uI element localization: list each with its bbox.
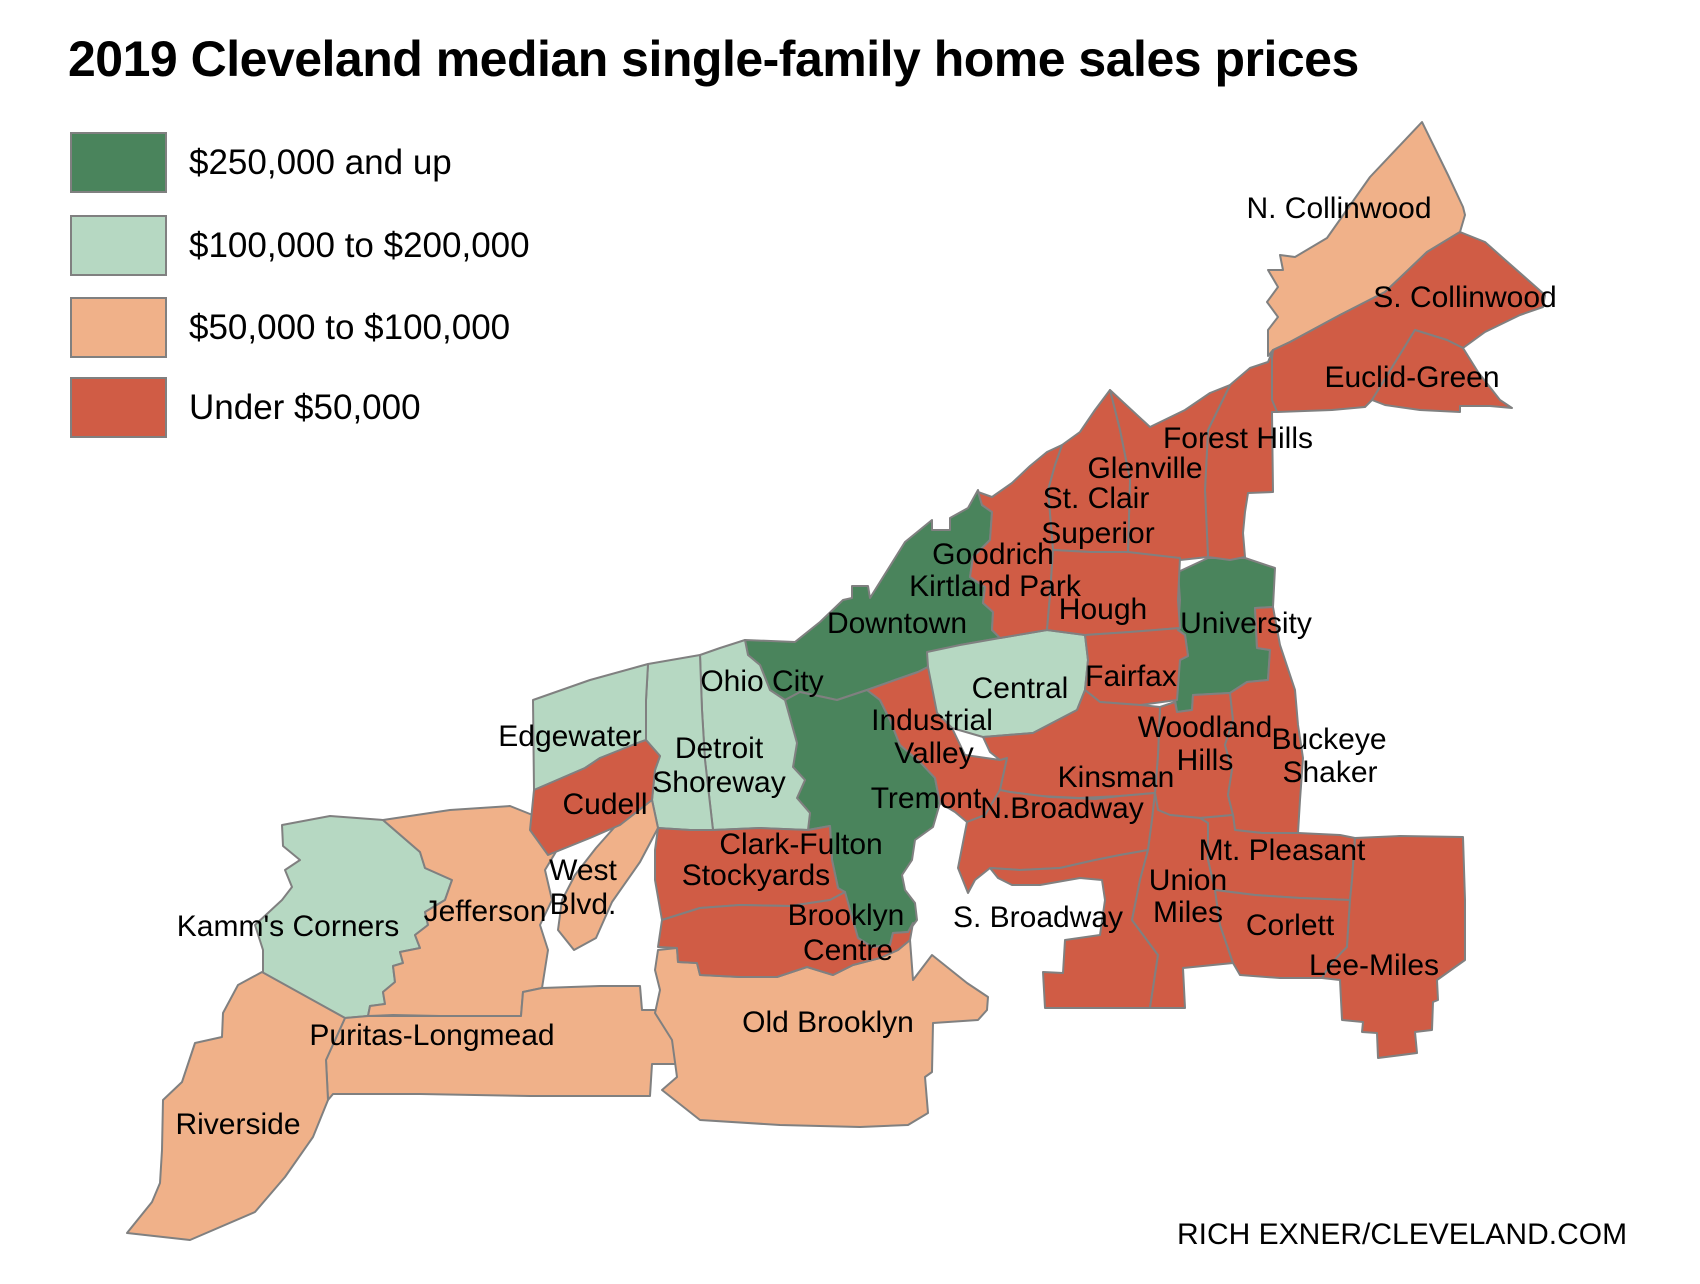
legend-row-100k-200k: $100,000 to $200,000 [70, 215, 530, 276]
region-label-brooklyn-centre: Brooklyn [788, 899, 905, 932]
region-label-woodland-hills: Woodland [1138, 711, 1273, 744]
region-s-broadway [989, 849, 1159, 1009]
region-label-goodrich-kirtland-park: Kirtland Park [909, 570, 1082, 603]
legend-row-under-50k: Under $50,000 [70, 377, 421, 438]
region-label-union-miles: Miles [1153, 896, 1223, 929]
region-label-st-clair-superior: St. Clair [1043, 482, 1150, 515]
region-label-brooklyn-centre: Centre [803, 934, 893, 967]
region-buckeye-shaker [1224, 606, 1304, 834]
region-label-buckeye-shaker: Shaker [1282, 756, 1377, 789]
region-label-buckeye-shaker: Buckeye [1271, 723, 1386, 756]
region-label-corlett: Corlett [1246, 909, 1335, 942]
page-title: 2019 Cleveland median single-family home… [68, 31, 1359, 87]
region-label-goodrich-kirtland-park: Goodrich [932, 538, 1054, 571]
region-label-forest-hills: Forest Hills [1163, 422, 1313, 455]
region-label-s-collinwood: S. Collinwood [1373, 281, 1556, 314]
region-goodrich-kirtland-park [969, 444, 1063, 639]
region-label-central: Central [972, 672, 1069, 705]
region-label-n-collinwood: N. Collinwood [1246, 192, 1431, 225]
legend-label: $50,000 to $100,000 [189, 307, 511, 347]
region-label-lee-miles: Lee-Miles [1309, 949, 1439, 982]
region-label-university: University [1180, 607, 1312, 640]
region-label-glenville: Glenville [1087, 452, 1202, 485]
region-n-collinwood [1266, 121, 1466, 357]
region-label-cudell: Cudell [562, 788, 647, 821]
region-brooklyn-centre [657, 891, 914, 978]
region-lee-miles [1321, 835, 1466, 1059]
legend-label: $100,000 to $200,000 [189, 225, 530, 265]
region-label-woodland-hills: Hills [1177, 744, 1234, 777]
region-label-detroit-shoreway: Shoreway [652, 766, 785, 799]
legend-swatch-50k-100k [70, 297, 167, 358]
region-label-industrial-valley: Valley [894, 737, 973, 770]
region-forest-hills [1204, 349, 1278, 561]
region-cudell [529, 739, 661, 856]
region-label-ohio-city: Ohio City [700, 665, 823, 698]
region-s-collinwood [1271, 231, 1546, 413]
region-label-detroit-shoreway: Detroit [675, 732, 764, 765]
legend-label: $250,000 and up [189, 142, 452, 182]
region-label-riverside: Riverside [175, 1108, 300, 1141]
region-label-old-brooklyn: Old Brooklyn [742, 1006, 914, 1039]
region-label-edgewater: Edgewater [498, 720, 641, 753]
region-label-jefferson: Jefferson [424, 895, 547, 928]
region-label-kamms-corners: Kamm's Corners [177, 910, 399, 943]
region-riverside [126, 971, 346, 1241]
region-label-downtown: Downtown [827, 607, 967, 640]
region-euclid-green [1371, 329, 1513, 413]
region-label-mt-pleasant: Mt. Pleasant [1199, 834, 1366, 867]
region-label-n-broadway: N.Broadway [980, 792, 1143, 825]
legend-swatch-250k-and-up [70, 132, 167, 193]
region-label-clark-fulton-stockyards: Clark-Fulton [719, 828, 882, 861]
region-label-fairfax: Fairfax [1085, 660, 1177, 693]
legend-row-250k-and-up: $250,000 and up [70, 132, 452, 193]
region-jefferson [367, 805, 561, 1017]
region-label-euclid-green: Euclid-Green [1324, 361, 1499, 394]
region-label-st-clair-superior: Superior [1041, 517, 1154, 550]
region-label-industrial-valley: Industrial [871, 704, 993, 737]
legend-swatch-under-50k [70, 377, 167, 438]
legend-swatch-100k-200k [70, 215, 167, 276]
region-label-west-blvd: Blvd. [550, 888, 617, 921]
region-label-kinsman: Kinsman [1058, 761, 1175, 794]
legend-label: Under $50,000 [189, 387, 421, 427]
region-label-s-broadway: S. Broadway [953, 901, 1123, 934]
region-label-west-blvd: West [549, 854, 617, 887]
region-label-tremont: Tremont [871, 782, 982, 815]
region-label-puritas-longmead: Puritas-Longmead [309, 1019, 554, 1052]
attribution: RICH EXNER/CLEVELAND.COM [1177, 1218, 1628, 1251]
legend-row-50k-100k: $50,000 to $100,000 [70, 297, 510, 358]
region-label-clark-fulton-stockyards: Stockyards [682, 859, 830, 892]
region-label-hough: Hough [1059, 593, 1147, 626]
region-label-union-miles: Union [1149, 864, 1227, 897]
